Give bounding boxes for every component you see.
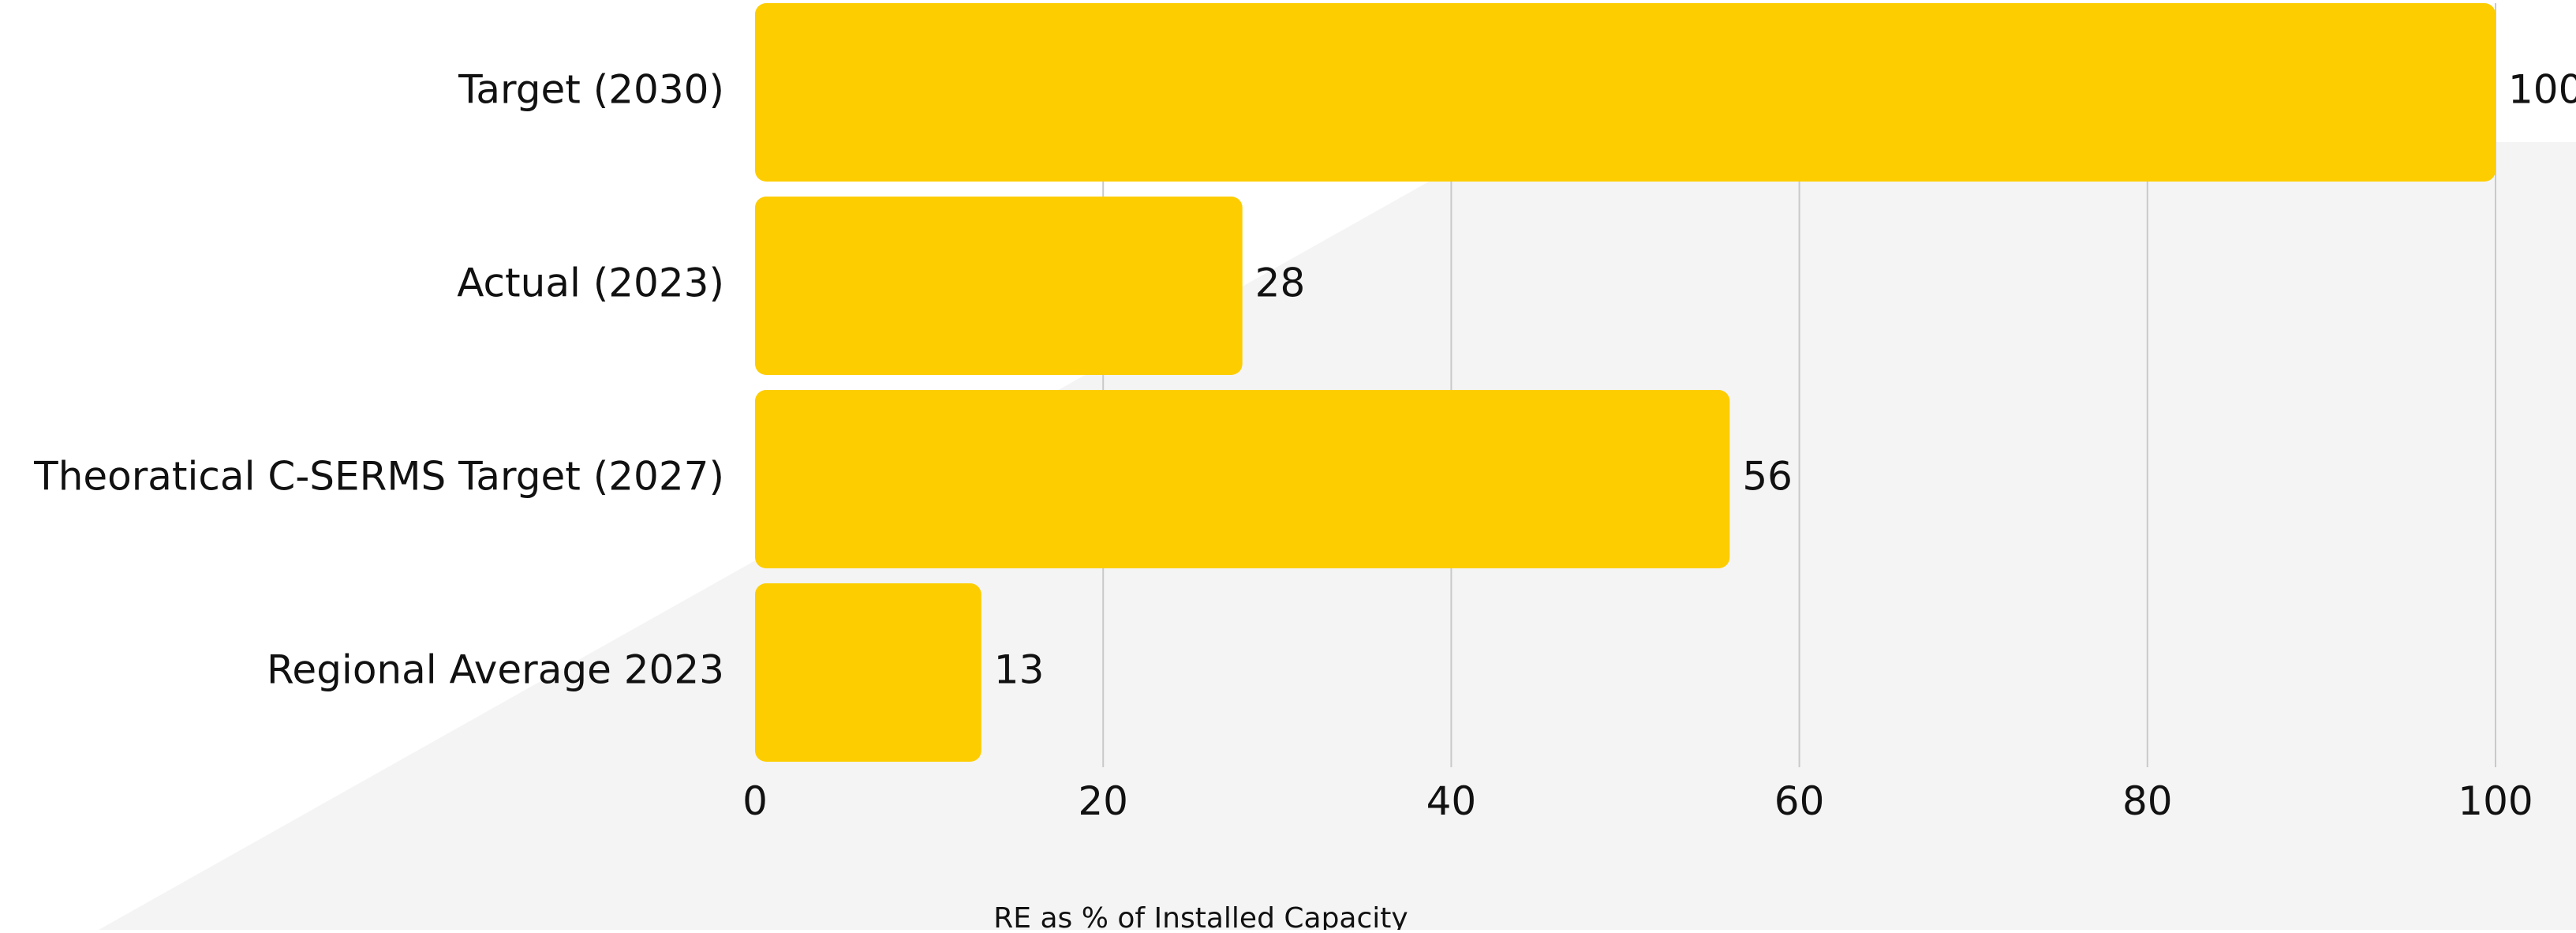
data-label: 100 <box>2508 67 2576 113</box>
category-label: Regional Average 2023 <box>267 647 724 693</box>
x-tick-label: 0 <box>742 778 768 824</box>
x-tick-label: 40 <box>1426 778 1477 824</box>
data-labels: 100 28 56 13 <box>994 67 2576 693</box>
x-axis-label: RE as % of Installed Capacity <box>993 902 1408 930</box>
category-label: Target (2030) <box>458 67 724 113</box>
category-labels: Target (2030) Actual (2023) Theoratical C-… <box>33 67 724 693</box>
category-label: Actual (2023) <box>457 260 724 306</box>
bars <box>755 3 2496 762</box>
bar <box>755 583 981 762</box>
x-tick-label: 60 <box>1774 778 1825 824</box>
bar <box>755 197 1243 375</box>
bar <box>755 3 2496 182</box>
x-axis-ticks: 0 20 40 60 80 100 <box>742 778 2533 824</box>
bar <box>755 390 1730 568</box>
x-tick-label: 20 <box>1078 778 1128 824</box>
x-tick-label: 80 <box>2122 778 2173 824</box>
data-label: 28 <box>1255 260 1306 306</box>
category-label: Theoratical C-SERMS Target (2027) <box>33 454 724 500</box>
data-label: 56 <box>1742 454 1793 500</box>
x-tick-label: 100 <box>2458 778 2533 824</box>
data-label: 13 <box>994 647 1045 693</box>
